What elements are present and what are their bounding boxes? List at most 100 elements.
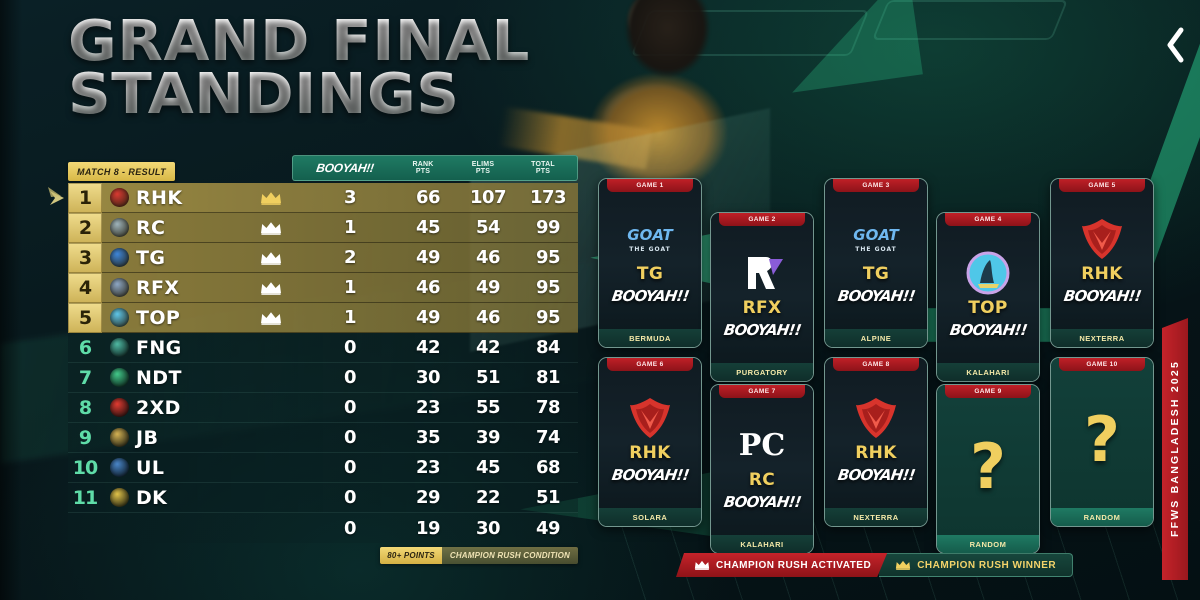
row-elims-pts: 39: [475, 427, 501, 448]
card-team-emblem: GOAT THE GOAT: [626, 217, 674, 261]
row-total-pts: 173: [529, 187, 567, 208]
card-map-label: SOLARA: [599, 508, 701, 526]
row-rank-pts: 30: [415, 367, 441, 388]
decor-hex-1: [630, 10, 870, 56]
card-team-name: RHK: [629, 442, 671, 463]
row-elims-pts: 46: [475, 247, 501, 268]
row-rank: 7: [78, 366, 92, 389]
card-booyah-label: BOOYAH!!: [836, 286, 916, 305]
team-logo-icon: [102, 218, 136, 237]
card-team-name: RC: [748, 469, 776, 490]
card-booyah-label: BOOYAH!!: [610, 465, 690, 484]
table-header-row: MATCH 8 - RESULT BOOYAH!! RANK PTS ELIMS…: [68, 155, 578, 181]
team-logo-icon: [102, 188, 136, 207]
row-team-name: RFX: [136, 276, 180, 299]
team-logo-icon: [102, 398, 136, 417]
row-rank: 2: [68, 212, 102, 243]
event-banner-label: FFWS BANGLADESH 2025: [1169, 360, 1181, 538]
row-booyah-count: 0: [343, 427, 357, 448]
game-card[interactable]: GAME 8 RHK BOOYAH!! NEXTERRA: [824, 357, 928, 527]
standings-row[interactable]: 6 FNG 0 42 42 84: [68, 333, 578, 363]
standings-row[interactable]: 5 TOP 1 49 46 95: [68, 302, 578, 333]
row-total-pts: 84: [535, 337, 561, 358]
crown-icon: [896, 560, 911, 570]
decor-arrow-2: [777, 0, 923, 93]
game-card[interactable]: GAME 9? RANDOM: [936, 384, 1040, 554]
column-header-elims-pts: ELIMS PTS: [471, 160, 495, 175]
standings-row[interactable]: 8 2XD 0 23 55 78: [68, 393, 578, 423]
standings-row[interactable]: 1 RHK 3 66 107 173: [48, 182, 578, 213]
card-background-art: [825, 358, 927, 526]
card-team-emblem: [964, 251, 1012, 295]
row-booyah-count: 0: [343, 517, 357, 539]
crown-icon: [261, 281, 281, 295]
standings-row[interactable]: 11 DK 0 29 22 51: [68, 483, 578, 513]
card-booyah-label: BOOYAH!!: [948, 320, 1028, 339]
row-booyah-count: 3: [343, 187, 357, 208]
game-card[interactable]: GAME 10? RANDOM: [1050, 357, 1154, 527]
top-logo-icon: [966, 251, 1010, 294]
game-card[interactable]: GAME 1 GOAT THE GOAT TG BOOYAH!! BERMUDA: [598, 178, 702, 348]
game-card[interactable]: GAME 6 RHK BOOYAH!! SOLARA: [598, 357, 702, 527]
card-map-label: KALAHARI: [711, 535, 813, 553]
card-map-label: PURGATORY: [711, 363, 813, 381]
team-logo-icon: [102, 308, 136, 327]
game-card[interactable]: GAME 3 GOAT THE GOAT TG BOOYAH!! ALPINE: [824, 178, 928, 348]
standings-row[interactable]: 4 RFX 1 46 49 95: [68, 272, 578, 303]
row-rank: 9: [78, 426, 92, 449]
back-button[interactable]: [1164, 26, 1186, 69]
game-card[interactable]: GAME 2 RFX BOOYAH!! PURGATORY: [710, 212, 814, 382]
card-booyah-label: BOOYAH!!: [722, 320, 802, 339]
rc-logo-icon: PC: [739, 428, 785, 463]
game-card[interactable]: GAME 4 TOP BOOYAH!! KALAHARI: [936, 212, 1040, 382]
champion-rush-condition: 80+ POINTS CHAMPION RUSH CONDITION: [68, 547, 578, 564]
card-background-art: [599, 179, 701, 347]
standings-row[interactable]: 7 NDT 0 30 51 81: [68, 363, 578, 393]
game-card[interactable]: GAME 5 RHK BOOYAH!! NEXTERRA: [1050, 178, 1154, 348]
standings-row[interactable]: 9 JB 0 35 39 74: [68, 423, 578, 453]
card-map-label: NEXTERRA: [825, 508, 927, 526]
card-game-label: GAME 6: [607, 358, 693, 371]
row-rank: 8: [78, 396, 92, 419]
game-card[interactable]: GAME 7 PC RC BOOYAH!! KALAHARI: [710, 384, 814, 554]
decor-left-edge: [0, 0, 22, 600]
row-total-pts: 81: [535, 367, 561, 388]
row-rank: 6: [78, 336, 92, 359]
card-game-label: GAME 4: [945, 213, 1031, 226]
event-banner: FFWS BANGLADESH 2025: [1162, 318, 1188, 580]
legend-item-label: CHAMPION RUSH WINNER: [917, 559, 1057, 571]
standings-row[interactable]: 2 RC 1 45 54 99: [68, 212, 578, 243]
card-team-name: TG: [862, 263, 890, 284]
row-total-pts: 68: [535, 457, 561, 478]
row-elims-pts: 22: [475, 487, 501, 508]
card-game-label: GAME 1: [607, 179, 693, 192]
crown-icon: [261, 191, 281, 205]
row-elims-pts: 107: [469, 187, 507, 208]
row-crown: [240, 251, 302, 265]
team-logo-icon: [102, 248, 136, 267]
row-team-name: NDT: [136, 366, 182, 389]
row-elims-pts: 54: [475, 217, 501, 238]
row-team-name: RHK: [136, 186, 183, 209]
card-team-name: RHK: [1081, 263, 1123, 284]
card-team-name: RFX: [742, 297, 782, 318]
row-crown: [240, 311, 302, 325]
card-booyah-label: BOOYAH!!: [1062, 286, 1142, 305]
condition-points: 80+ POINTS: [380, 547, 442, 564]
match-result-badge: MATCH 8 - RESULT: [68, 162, 176, 181]
goat-logo-icon: GOAT THE GOAT: [853, 226, 900, 253]
row-team-name: TOP: [136, 306, 181, 329]
row-rank-pts: 19: [415, 517, 441, 539]
row-booyah-count: 1: [343, 277, 357, 298]
card-game-label: GAME 5: [1059, 179, 1145, 192]
card-game-label: GAME 10: [1059, 358, 1145, 371]
row-booyah-count: 0: [343, 457, 357, 478]
standings-row[interactable]: 10 UL 0 23 45 68: [68, 453, 578, 483]
standings-row[interactable]: 0 19 30 49: [68, 513, 578, 543]
team-logo-icon: [102, 428, 136, 447]
card-background-art: [937, 385, 1039, 553]
standings-row[interactable]: 3 TG 2 49 46 95: [68, 242, 578, 273]
row-elims-pts: 30: [475, 517, 501, 539]
card-team-name: TG: [636, 263, 664, 284]
